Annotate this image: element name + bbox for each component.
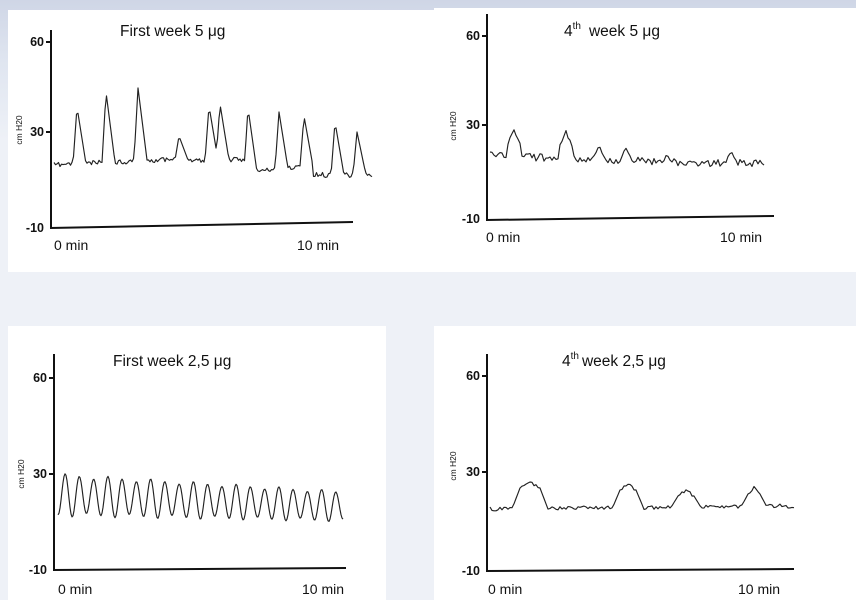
x-tick-label-start: 0 min (486, 229, 520, 245)
title-superscript: th (573, 21, 581, 32)
x-tick-label-start: 0 min (58, 581, 92, 597)
chart-panel-4th-week-5ug: 4th week 5 μg cm H20 60 30 -10 0 min 10 m… (434, 8, 856, 272)
y-tick-label-30: 30 (466, 465, 480, 479)
chart-panel-first-week-2-5ug: First week 2,5 μg cm H20 60 30 -10 0 min… (8, 326, 386, 600)
x-tick-label-end: 10 min (738, 581, 780, 597)
x-tick-label-end: 10 min (297, 237, 339, 253)
chart-4th-week-5ug: 4th week 5 μg cm H20 60 30 -10 0 min 10 m… (448, 14, 775, 245)
chart-title: First week 2,5 μg (113, 353, 231, 370)
chart-title: First week 5 μg (120, 23, 225, 40)
title-superscript: th (571, 351, 579, 362)
series-line-trace (489, 481, 795, 512)
y-tick-label-60: 60 (33, 371, 47, 385)
chart-4th-week-2-5ug: 4th week 2,5 μg cm H20 60 30 -10 0 min 10… (448, 351, 795, 597)
y-tick-label-minus10: -10 (462, 212, 480, 226)
x-tick-label-start: 0 min (488, 581, 522, 597)
x-tick-label-start: 0 min (54, 237, 88, 253)
x-tick-label-end: 10 min (720, 229, 762, 245)
y-axis-label: cm H20 (16, 459, 26, 489)
series-line-trace (57, 473, 344, 522)
chart-first-week-5ug: First week 5 μg cm H20 60 30 -10 0 min 1… (14, 23, 373, 253)
y-tick-label-30: 30 (33, 467, 47, 481)
chart-panel-4th-week-2-5ug: 4th week 2,5 μg cm H20 60 30 -10 0 min 10… (434, 326, 856, 600)
chart-first-week-2-5ug: First week 2,5 μg cm H20 60 30 -10 0 min… (16, 353, 347, 597)
y-tick-label-minus10: -10 (462, 564, 480, 578)
x-axis-line (49, 221, 354, 229)
x-axis-line (485, 568, 795, 572)
title-text: week 5 μg (588, 23, 660, 40)
y-axis-label: cm H20 (448, 451, 458, 481)
y-tick-label-minus10: -10 (29, 563, 47, 577)
y-tick-label-30: 30 (30, 125, 44, 139)
title-prefix: 4 (562, 353, 571, 370)
y-tick-label-30: 30 (466, 118, 480, 132)
chart-title: 4th week 5 μg (564, 21, 660, 40)
x-axis-line (485, 215, 775, 221)
chart-title: 4th week 2,5 μg (562, 351, 666, 370)
chart-panel-first-week-5ug: First week 5 μg cm H20 60 30 -10 0 min 1… (8, 10, 434, 272)
y-axis-label: cm H20 (448, 111, 458, 141)
series-line-trace (53, 87, 373, 178)
title-prefix: 4 (564, 23, 573, 40)
x-axis-line (52, 567, 347, 571)
y-tick-label-minus10: -10 (26, 221, 44, 235)
series-line-trace (489, 129, 765, 168)
x-tick-label-end: 10 min (302, 581, 344, 597)
y-tick-label-60: 60 (30, 35, 44, 49)
title-text: week 2,5 μg (581, 353, 666, 370)
y-tick-label-60: 60 (466, 369, 480, 383)
y-axis-label: cm H20 (14, 115, 24, 145)
y-tick-label-60: 60 (466, 29, 480, 43)
